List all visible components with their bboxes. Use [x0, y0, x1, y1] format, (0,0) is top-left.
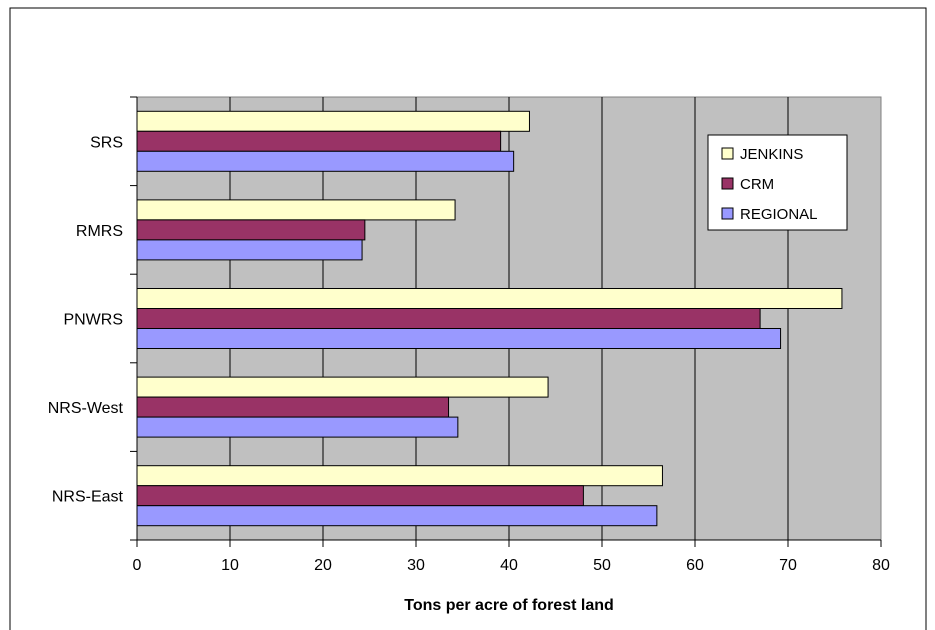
bar-regional [136, 239, 363, 261]
x-tick-label: 0 [133, 557, 142, 574]
x-tick-label: 60 [686, 557, 704, 574]
bar-crm [136, 219, 366, 241]
category-label: NRS-East [52, 489, 124, 506]
bar-crm [136, 308, 761, 329]
x-tick-label: 40 [500, 557, 518, 574]
x-tick-label: 10 [221, 557, 239, 574]
bars [136, 110, 843, 527]
bar-crm [136, 485, 584, 507]
bar-regional [136, 505, 658, 527]
x-tick-labels: 0 10 20 30 40 50 60 70 80 [133, 557, 890, 574]
bar-jenkins [136, 199, 456, 221]
bar-jenkins [136, 288, 843, 309]
bar-regional [136, 150, 515, 172]
legend-swatch-jenkins [721, 147, 734, 160]
category-label: NRS-West [48, 400, 124, 417]
axes [130, 96, 882, 547]
x-tick-label: 70 [779, 557, 797, 574]
x-tick-label: 80 [872, 557, 890, 574]
category-label: RMRS [76, 223, 123, 240]
legend-label-regional: REGIONAL [740, 206, 818, 223]
bar-crm [136, 396, 450, 418]
bar-regional [136, 416, 459, 438]
bar-crm [136, 130, 502, 152]
legend: JENKINS CRM REGIONAL [707, 134, 848, 231]
category-label: SRS [90, 134, 123, 151]
legend-swatch-regional [721, 207, 734, 220]
legend-label-crm: CRM [740, 176, 774, 193]
bar-jenkins [136, 465, 663, 487]
x-tick-label: 50 [593, 557, 611, 574]
x-tick-label: 20 [314, 557, 332, 574]
legend-swatch-crm [721, 177, 734, 190]
bar-jenkins [136, 110, 530, 132]
x-axis-label: Tons per acre of forest land [404, 597, 614, 614]
legend-label-jenkins: JENKINS [740, 146, 803, 163]
bar-jenkins [136, 376, 549, 398]
category-label: PNWRS [63, 312, 123, 329]
bar-regional [136, 328, 782, 349]
x-tick-label: 30 [407, 557, 425, 574]
category-labels: SRS RMRS PNWRS NRS-West NRS-East [48, 134, 124, 505]
